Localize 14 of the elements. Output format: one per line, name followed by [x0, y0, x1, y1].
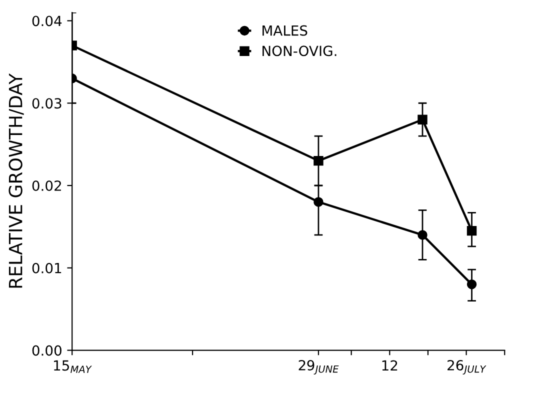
- y-tick-label: 0.03: [32, 98, 62, 109]
- x-tick-label: 12: [382, 360, 398, 371]
- point: [418, 114, 428, 124]
- x-tick-label: 15$_{MAY}$: [54, 360, 92, 373]
- y-tick-label: 0.02: [32, 180, 61, 191]
- x-tick-label: 29$_{JUNE}$: [298, 360, 339, 375]
- point: [314, 156, 324, 166]
- y-tick-label: 0.04: [32, 16, 62, 26]
- legend-label: MALES: [262, 25, 308, 36]
- y-axis-title: RELATIVE GROWTH/DAY: [8, 73, 24, 288]
- y-tick-label: 0.01: [32, 262, 62, 274]
- legend-label: NON-OVIG.: [262, 46, 336, 56]
- x-tick-label: 26$_{JULY}$: [448, 360, 486, 375]
- y-tick-label: 0.00: [32, 345, 62, 356]
